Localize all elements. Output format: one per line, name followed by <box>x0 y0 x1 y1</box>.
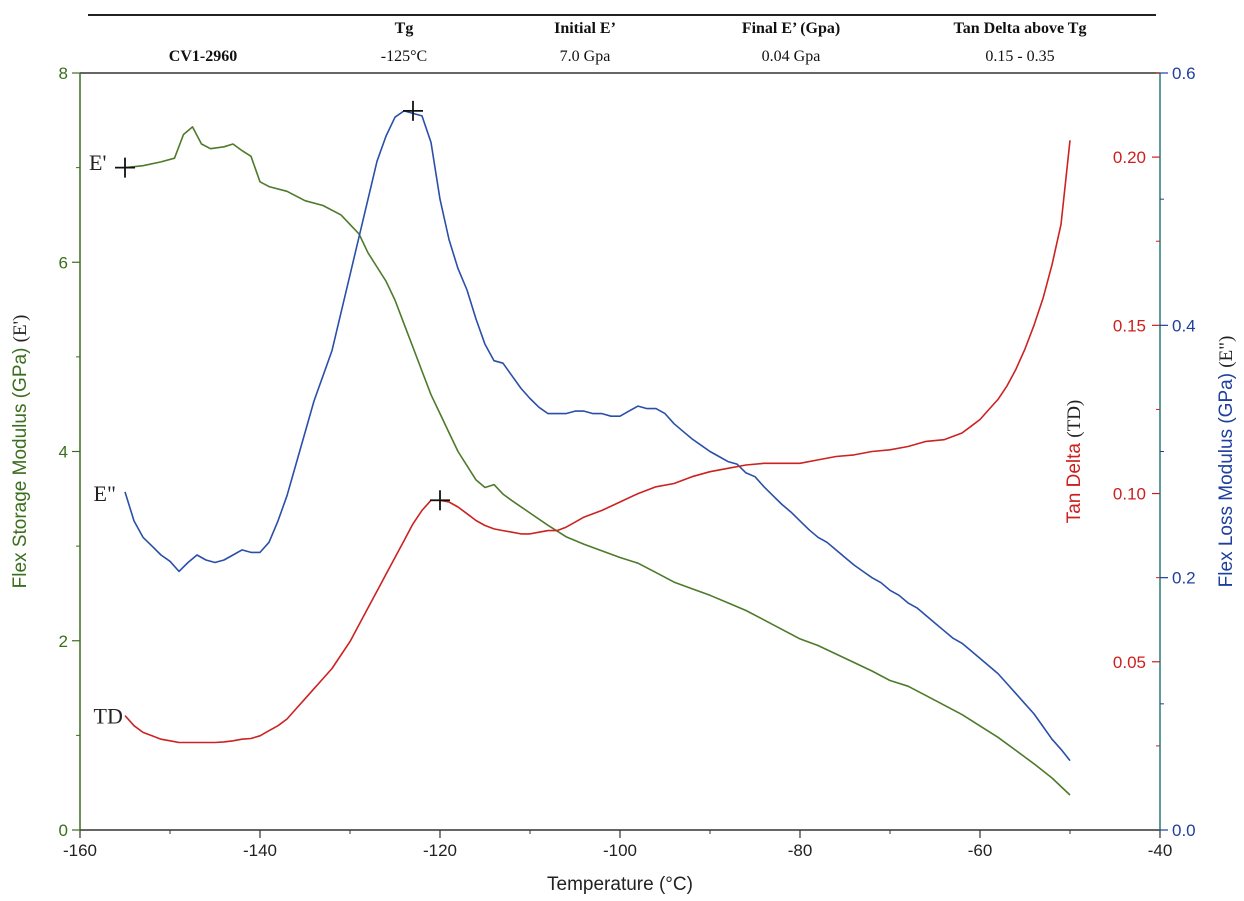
table-header-initial-e: Initial E’ <box>554 20 616 37</box>
left-axis-title-main: Flex Storage Modulus (GPa) <box>10 342 31 588</box>
table-cell-final-e: 0.04 Gpa <box>761 48 821 65</box>
loss-modulus-tick-label: 0.6 <box>1172 64 1196 83</box>
left-tick-label: 8 <box>59 64 68 83</box>
loss-modulus-line <box>124 110 1071 762</box>
left-tick-label: 6 <box>59 253 68 272</box>
tan-delta-tick-label: 0.15 <box>1113 316 1146 335</box>
x-tick-label: -60 <box>968 841 993 860</box>
x-tick-label: -100 <box>603 841 637 860</box>
x-tick-label: -40 <box>1148 841 1173 860</box>
left-tick-label: 0 <box>59 821 68 840</box>
x-axis-title: Temperature (°C) <box>547 874 693 895</box>
loss-modulus-tick-label: 0.0 <box>1172 821 1196 840</box>
left-axis-title-symbol: (E') <box>10 315 31 343</box>
left-tick-label: 2 <box>59 632 68 651</box>
loss-modulus-axis-title-symbol: (E") <box>1216 336 1237 368</box>
tan-delta-tick-label: 0.20 <box>1113 148 1146 167</box>
tan-delta-line <box>124 140 1071 744</box>
x-tick-label: -140 <box>243 841 277 860</box>
tan-delta-axis-title-symbol: (TD) <box>1064 400 1085 438</box>
table-cell-sample: CV1-2960 <box>168 48 238 65</box>
table-header-tan-delta: Tan Delta above Tg <box>953 20 1087 37</box>
x-tick-label: -80 <box>788 841 813 860</box>
x-tick-label: -160 <box>63 841 97 860</box>
storage-modulus-line <box>124 126 1071 796</box>
loss-modulus-axis-title-main: Flex Loss Modulus (GPa) <box>1216 368 1237 588</box>
table-header-final-e: Final E’ (Gpa) <box>741 20 841 37</box>
x-tick-label: -120 <box>423 841 457 860</box>
table-top-rule <box>88 14 1156 16</box>
loss-modulus-tick-label: 0.4 <box>1172 316 1196 335</box>
loss-modulus-axis-title: Flex Loss Modulus (GPa) (E") <box>1216 336 1237 588</box>
loss-modulus-tick-label: 0.2 <box>1172 569 1196 588</box>
table-cell-initial-e: 7.0 Gpa <box>559 48 611 65</box>
table-cell-tg: -125°C <box>380 48 428 65</box>
table-header-tg: Tg <box>394 20 414 37</box>
curve-label: E" <box>94 481 116 506</box>
tan-delta-tick-label: 0.10 <box>1113 485 1146 504</box>
curve-label: TD <box>94 703 123 728</box>
tan-delta-tick-label: 0.05 <box>1113 653 1146 672</box>
tan-delta-axis-title: Tan Delta (TD) <box>1064 400 1085 524</box>
curve-label: E' <box>89 150 106 175</box>
left-tick-label: 4 <box>59 443 68 462</box>
table-cell-tan-delta: 0.15 - 0.35 <box>985 48 1055 65</box>
tan-delta-axis-title-main: Tan Delta <box>1064 438 1085 524</box>
left-axis-title: Flex Storage Modulus (GPa) (E') <box>10 315 31 589</box>
